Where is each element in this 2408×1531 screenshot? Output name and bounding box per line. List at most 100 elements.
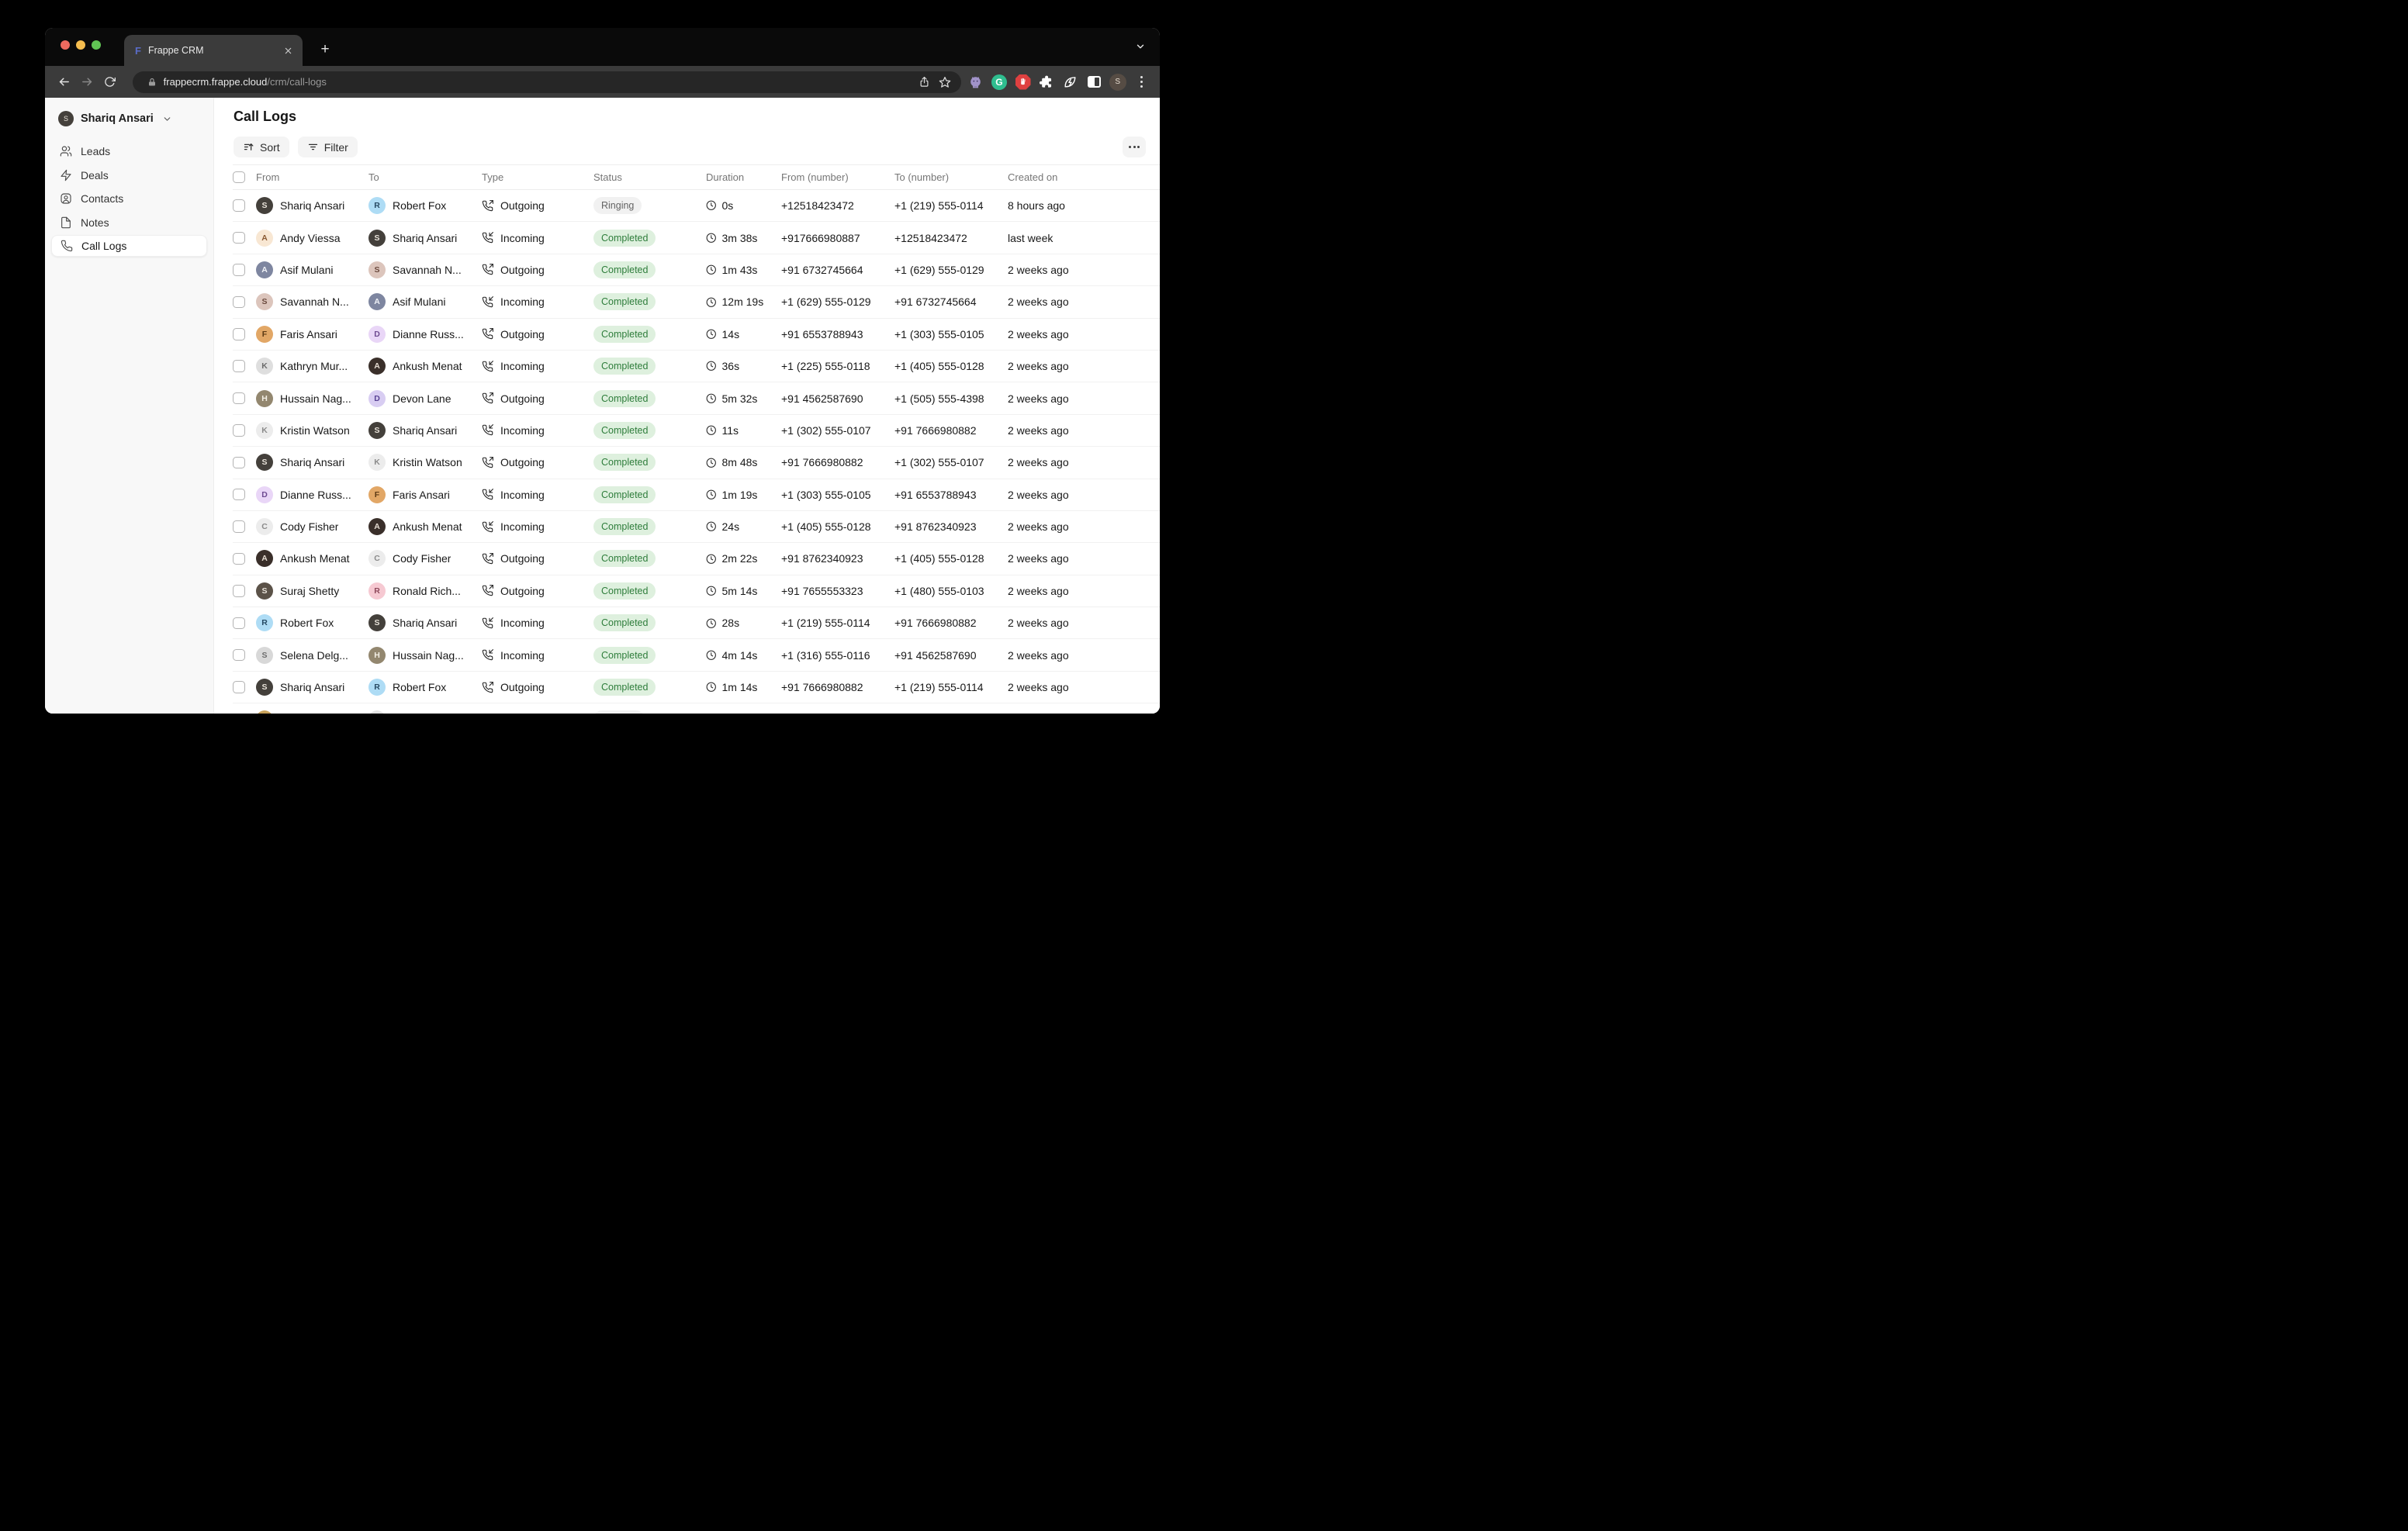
screen: F Frappe CRM + — [0, 0, 1204, 766]
incoming-call-icon — [482, 360, 493, 372]
row-checkbox[interactable] — [233, 231, 245, 244]
row-checkbox[interactable] — [233, 585, 245, 597]
row-checkbox[interactable] — [233, 360, 245, 372]
row-checkbox[interactable] — [233, 295, 245, 309]
row-checkbox[interactable] — [233, 264, 245, 276]
to-name: Savannah N... — [393, 263, 462, 276]
sort-button[interactable]: Sort — [234, 137, 289, 157]
extensions-puzzle-icon[interactable] — [1037, 72, 1056, 92]
reload-button[interactable] — [101, 72, 119, 92]
table-row[interactable]: D Dianne Russ... F Faris Ansari Incoming… — [233, 479, 1160, 511]
sidebar-item-contacts[interactable]: Contacts — [51, 188, 207, 209]
to-name: Shariq Ansari — [393, 423, 458, 437]
column-header-from[interactable]: From — [256, 171, 280, 183]
url-bar[interactable]: frappecrm.frappe.cloud/crm/call-logs — [132, 71, 961, 93]
to-avatar: R — [368, 679, 386, 696]
row-checkbox[interactable] — [233, 552, 245, 565]
from-number: +91 4562587690 — [781, 392, 863, 405]
column-header-to-number[interactable]: To (number) — [894, 171, 950, 183]
call-duration: 28s — [721, 617, 740, 630]
call-type: Incoming — [500, 617, 545, 630]
sidebar-item-notes[interactable]: Notes — [51, 212, 207, 233]
row-checkbox[interactable] — [233, 648, 245, 662]
column-header-duration[interactable]: Duration — [706, 171, 745, 183]
row-checkbox[interactable] — [233, 488, 245, 501]
row-checkbox[interactable] — [233, 681, 245, 693]
incoming-call-icon — [482, 295, 493, 308]
table-row[interactable]: K Kathryn Mur... A Ankush Menat Incoming… — [233, 351, 1160, 383]
to-avatar: H — [368, 646, 386, 664]
darkreader-extension-icon[interactable] — [1061, 72, 1080, 92]
to-avatar: S — [368, 614, 386, 632]
row-checkbox[interactable] — [233, 617, 245, 630]
table-row[interactable]: K Kristin Watson S Shariq Ansari Incomin… — [233, 415, 1160, 448]
call-type: Incoming — [500, 648, 545, 662]
table-row[interactable]: S Selena Delg... H Hussain Nag... Incomi… — [233, 639, 1160, 672]
row-checkbox[interactable] — [233, 392, 245, 405]
from-avatar: A — [256, 229, 273, 247]
call-type: Outgoing — [500, 199, 545, 213]
status-badge: Completed — [593, 358, 656, 375]
sidebar-item-deals[interactable]: Deals — [51, 164, 207, 186]
row-checkbox[interactable] — [233, 456, 245, 469]
column-header-created-on[interactable]: Created on — [1008, 171, 1058, 183]
table-row[interactable]: A Andy Viessa S Shariq Ansari Incoming C… — [233, 222, 1160, 254]
to-number: +12518423472 — [894, 231, 967, 244]
browser-menu-icon[interactable] — [1132, 72, 1150, 92]
browser-tab[interactable]: F Frappe CRM — [124, 35, 303, 66]
table-row[interactable]: S Shariq Ansari K Kristin Watson Outgoin… — [233, 447, 1160, 479]
table-row[interactable]: S Savannah N... A Asif Mulani Incoming C… — [233, 286, 1160, 319]
close-window-button[interactable] — [61, 40, 70, 50]
panel-extension-icon[interactable] — [1085, 72, 1103, 92]
clock-icon — [706, 521, 717, 532]
created-on: 2 weeks ago — [1008, 520, 1069, 534]
row-checkbox[interactable] — [233, 424, 245, 437]
to-avatar: A — [368, 358, 386, 375]
more-options-button[interactable] — [1123, 137, 1146, 157]
from-number: +1 (316) 555-0116 — [781, 648, 870, 662]
bookmark-star-icon[interactable] — [935, 72, 955, 92]
row-checkbox[interactable] — [233, 199, 245, 212]
profile-avatar[interactable]: S — [1109, 72, 1127, 92]
new-tab-button[interactable]: + — [320, 41, 330, 57]
forward-button[interactable] — [78, 72, 97, 92]
sidebar-item-call-logs[interactable]: Call Logs — [51, 235, 207, 257]
user-menu[interactable]: S Shariq Ansari — [54, 107, 206, 130]
table-row[interactable]: A Ankush Menat C Cody Fisher Outgoing Co… — [233, 543, 1160, 575]
status-badge: Completed — [593, 261, 656, 278]
table-row[interactable]: F Faris Ansari D Dianne Russ... Outgoing… — [233, 319, 1160, 351]
created-on: 2 weeks ago — [1008, 360, 1069, 373]
table-row[interactable]: R Robert Fox S Shariq Ansari Incoming Co… — [233, 607, 1160, 640]
column-header-type[interactable]: Type — [482, 171, 504, 183]
column-header-to[interactable]: To — [368, 171, 379, 183]
column-header-from-number[interactable]: From (number) — [781, 171, 849, 183]
back-button[interactable] — [55, 72, 74, 92]
github-extension-icon[interactable] — [967, 72, 985, 92]
table-row[interactable]: A Asif Mulani S Savannah N... Outgoing C… — [233, 254, 1160, 287]
table-row[interactable]: H Hussain Nag... D Devon Lane Outgoing C… — [233, 382, 1160, 415]
filter-button[interactable]: Filter — [297, 137, 358, 157]
table-row[interactable]: S Shariq Ansari R Robert Fox Outgoing Ri… — [233, 190, 1160, 223]
zoom-window-button[interactable] — [92, 40, 101, 50]
row-checkbox[interactable] — [233, 520, 245, 533]
tab-search-chevron-icon[interactable] — [1135, 41, 1146, 56]
from-number: +12518423472 — [781, 199, 854, 213]
column-header-status[interactable]: Status — [593, 171, 622, 183]
table-row[interactable]: S Suraj Shetty R Ronald Rich... Outgoing… — [233, 575, 1160, 608]
tab-close-icon[interactable] — [281, 43, 295, 57]
table-row[interactable]: C Cody Fisher A Ankush Menat Incoming Co… — [233, 511, 1160, 544]
share-icon[interactable] — [915, 72, 935, 92]
adblock-extension-icon[interactable] — [1014, 72, 1033, 92]
grammarly-extension-icon[interactable]: G — [990, 72, 1009, 92]
row-checkbox[interactable] — [233, 328, 245, 340]
created-on: 2 weeks ago — [1008, 263, 1069, 276]
to-name: Shariq Ansari — [393, 617, 458, 630]
select-all-checkbox[interactable] — [233, 171, 245, 184]
call-duration: 14s — [721, 327, 740, 340]
to-number: +1 (505) 555-4398 — [894, 392, 984, 405]
table-row[interactable]: S Shariq Ansari R Robert Fox Outgoing Co… — [233, 672, 1160, 704]
to-name: Devon Lane — [393, 392, 452, 405]
sidebar-item-leads[interactable]: Leads — [51, 140, 207, 162]
table-row[interactable] — [233, 703, 1160, 714]
minimize-window-button[interactable] — [76, 40, 85, 50]
